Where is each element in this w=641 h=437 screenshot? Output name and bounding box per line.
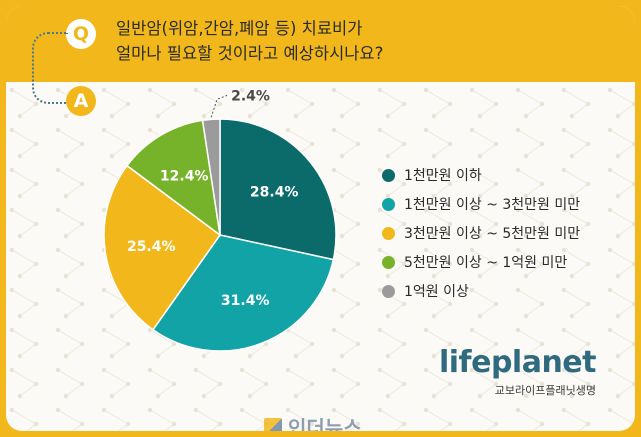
pie-slice-4 — [201, 118, 221, 236]
legend-item-2: 3천만원 이상 ~ 5천만원 미만 — [382, 224, 580, 242]
legend-label-4: 1억원 이상 — [404, 284, 469, 300]
answer-badge: A — [66, 86, 96, 116]
chart-legend: 1천만원 이하 1천만원 이상 ~ 3천만원 미만 3천만원 이상 ~ 5천만원 미… — [382, 166, 580, 311]
pie-value-label-1: 31.4% — [221, 293, 270, 309]
legend-label-1: 1천만원 이상 ~ 3천만원 미만 — [404, 197, 581, 213]
question-line-1: 일반암(위암,간암,폐암 등) 치료비가 — [116, 19, 363, 38]
question-header: Q 일반암(위암,간암,폐암 등) 치료비가 얼마나 필요할 것이라고 예상하시… — [6, 6, 635, 82]
legend-swatch-3 — [382, 255, 395, 269]
watermark-text: 인더뉴스 — [288, 416, 362, 431]
legend-swatch-0 — [382, 168, 395, 182]
pie-slice-1 — [151, 234, 335, 352]
infographic-card: Q 일반암(위암,간암,폐암 등) 치료비가 얼마나 필요할 것이라고 예상하시… — [6, 6, 635, 431]
legend-label-3: 5천만원 이상 ~ 1억원 미만 — [404, 255, 568, 271]
pie-slice-2 — [103, 164, 222, 331]
legend-label-0: 1천만원 이하 — [404, 168, 482, 184]
legend-item-4: 1억원 이상 — [382, 282, 580, 300]
question-text: 일반암(위암,간암,폐암 등) 치료비가 얼마나 필요할 것이라고 예상하시나요… — [116, 16, 383, 66]
legend-item-1: 1천만원 이상 ~ 3천만원 미만 — [382, 195, 580, 213]
pie-value-label-0: 28.4% — [250, 184, 299, 200]
legend-item-0: 1천만원 이하 — [382, 166, 580, 184]
pie-slice-0 — [219, 118, 337, 261]
watermark: 인더뉴스 — [264, 412, 362, 431]
legend-swatch-1 — [382, 197, 395, 211]
pie-slice-3 — [125, 119, 222, 237]
question-line-2: 얼마나 필요할 것이라고 예상하시나요? — [116, 44, 384, 63]
brand-logo: lifeplanet — [438, 345, 597, 380]
legend-item-3: 5천만원 이상 ~ 1억원 미만 — [382, 253, 580, 271]
brand-block: lifeplanet 교보라이프플래닛생명 — [436, 345, 597, 398]
legend-label-2: 3천만원 이상 ~ 5천만원 미만 — [404, 226, 581, 242]
pie-value-label-4: 2.4% — [231, 88, 270, 104]
brand-subtitle: 교보라이프플래닛생명 — [494, 384, 596, 397]
legend-swatch-2 — [382, 226, 395, 240]
legend-swatch-4 — [382, 284, 395, 298]
pie-value-label-2: 25.4% — [127, 239, 176, 255]
qa-connector — [32, 32, 68, 104]
question-badge: Q — [66, 19, 96, 49]
watermark-logo-icon — [264, 417, 282, 431]
pie-chart: 28.4% 31.4% 25.4% 12.4% 2.4% — [103, 88, 337, 352]
pie-leader-line-4 — [210, 94, 228, 118]
pie-value-label-3: 12.4% — [160, 168, 209, 184]
